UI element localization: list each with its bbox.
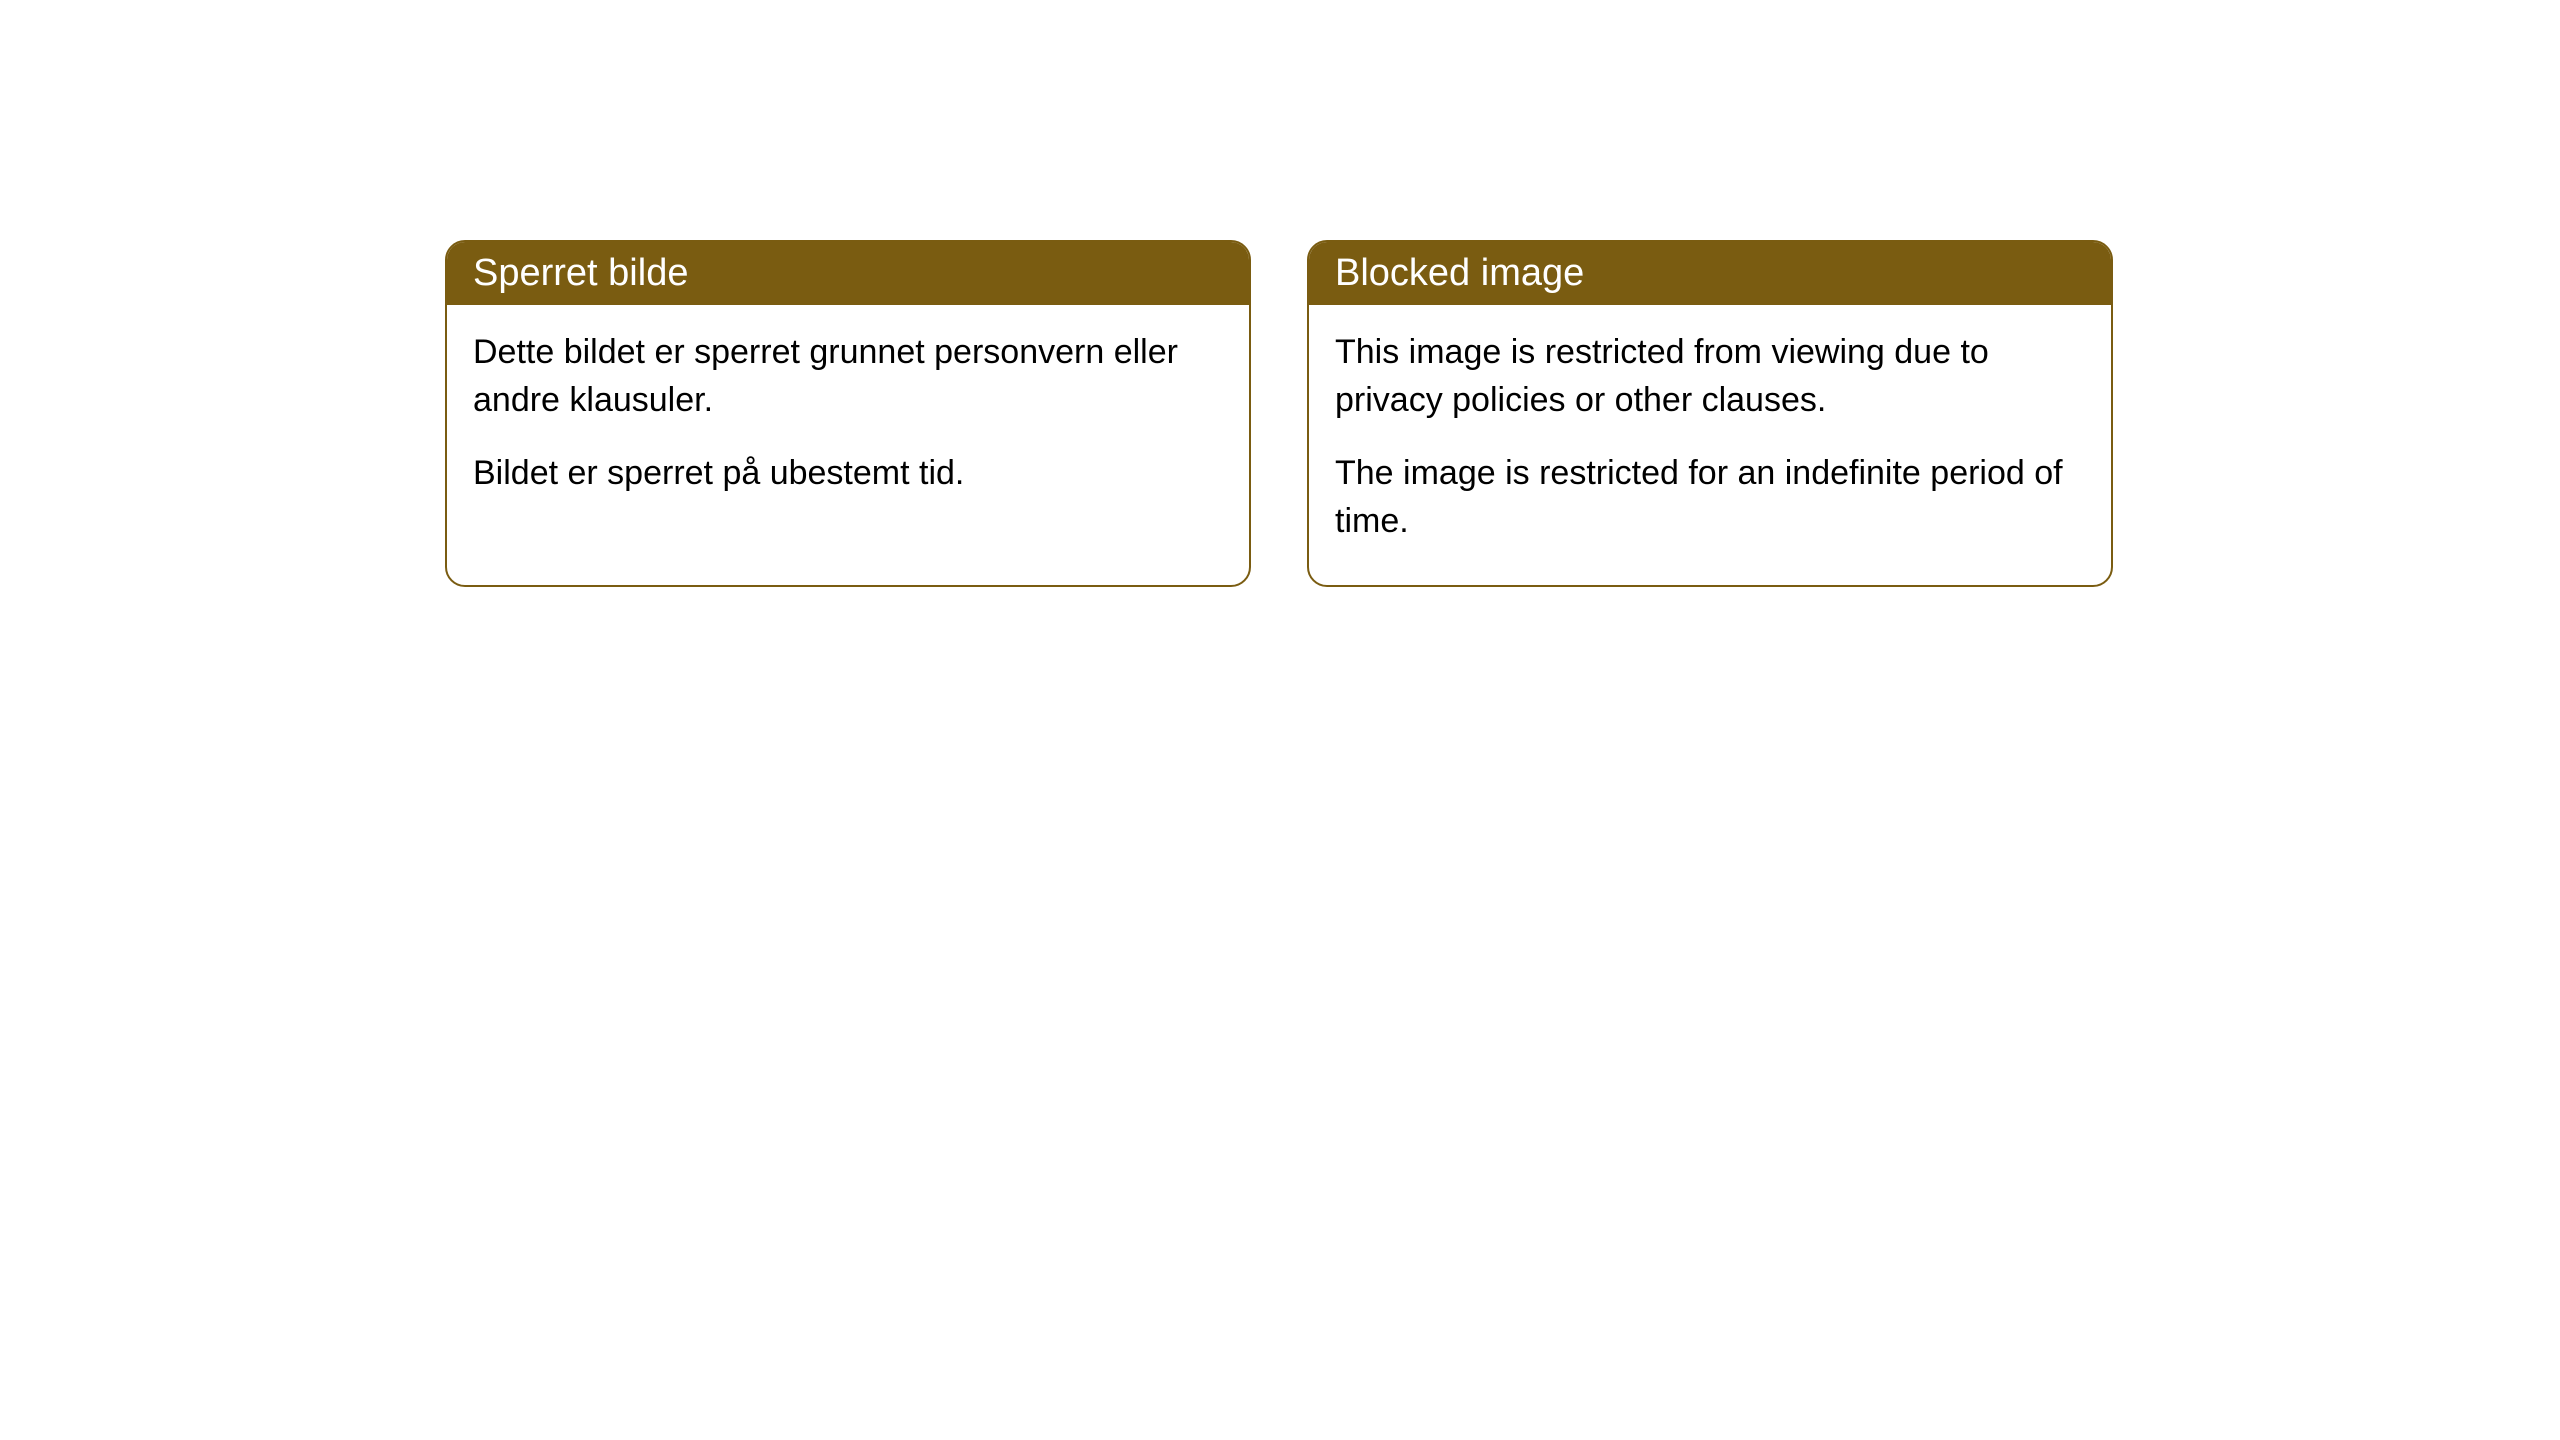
card-paragraph-1: This image is restricted from viewing du…: [1335, 329, 2085, 424]
card-body-norwegian: Dette bildet er sperret grunnet personve…: [447, 305, 1249, 538]
notice-cards-container: Sperret bilde Dette bildet er sperret gr…: [445, 240, 2113, 587]
card-paragraph-2: The image is restricted for an indefinit…: [1335, 450, 2085, 545]
card-header-norwegian: Sperret bilde: [447, 242, 1249, 305]
notice-card-norwegian: Sperret bilde Dette bildet er sperret gr…: [445, 240, 1251, 587]
card-header-english: Blocked image: [1309, 242, 2111, 305]
card-paragraph-1: Dette bildet er sperret grunnet personve…: [473, 329, 1223, 424]
notice-card-english: Blocked image This image is restricted f…: [1307, 240, 2113, 587]
card-body-english: This image is restricted from viewing du…: [1309, 305, 2111, 585]
card-paragraph-2: Bildet er sperret på ubestemt tid.: [473, 450, 1223, 498]
